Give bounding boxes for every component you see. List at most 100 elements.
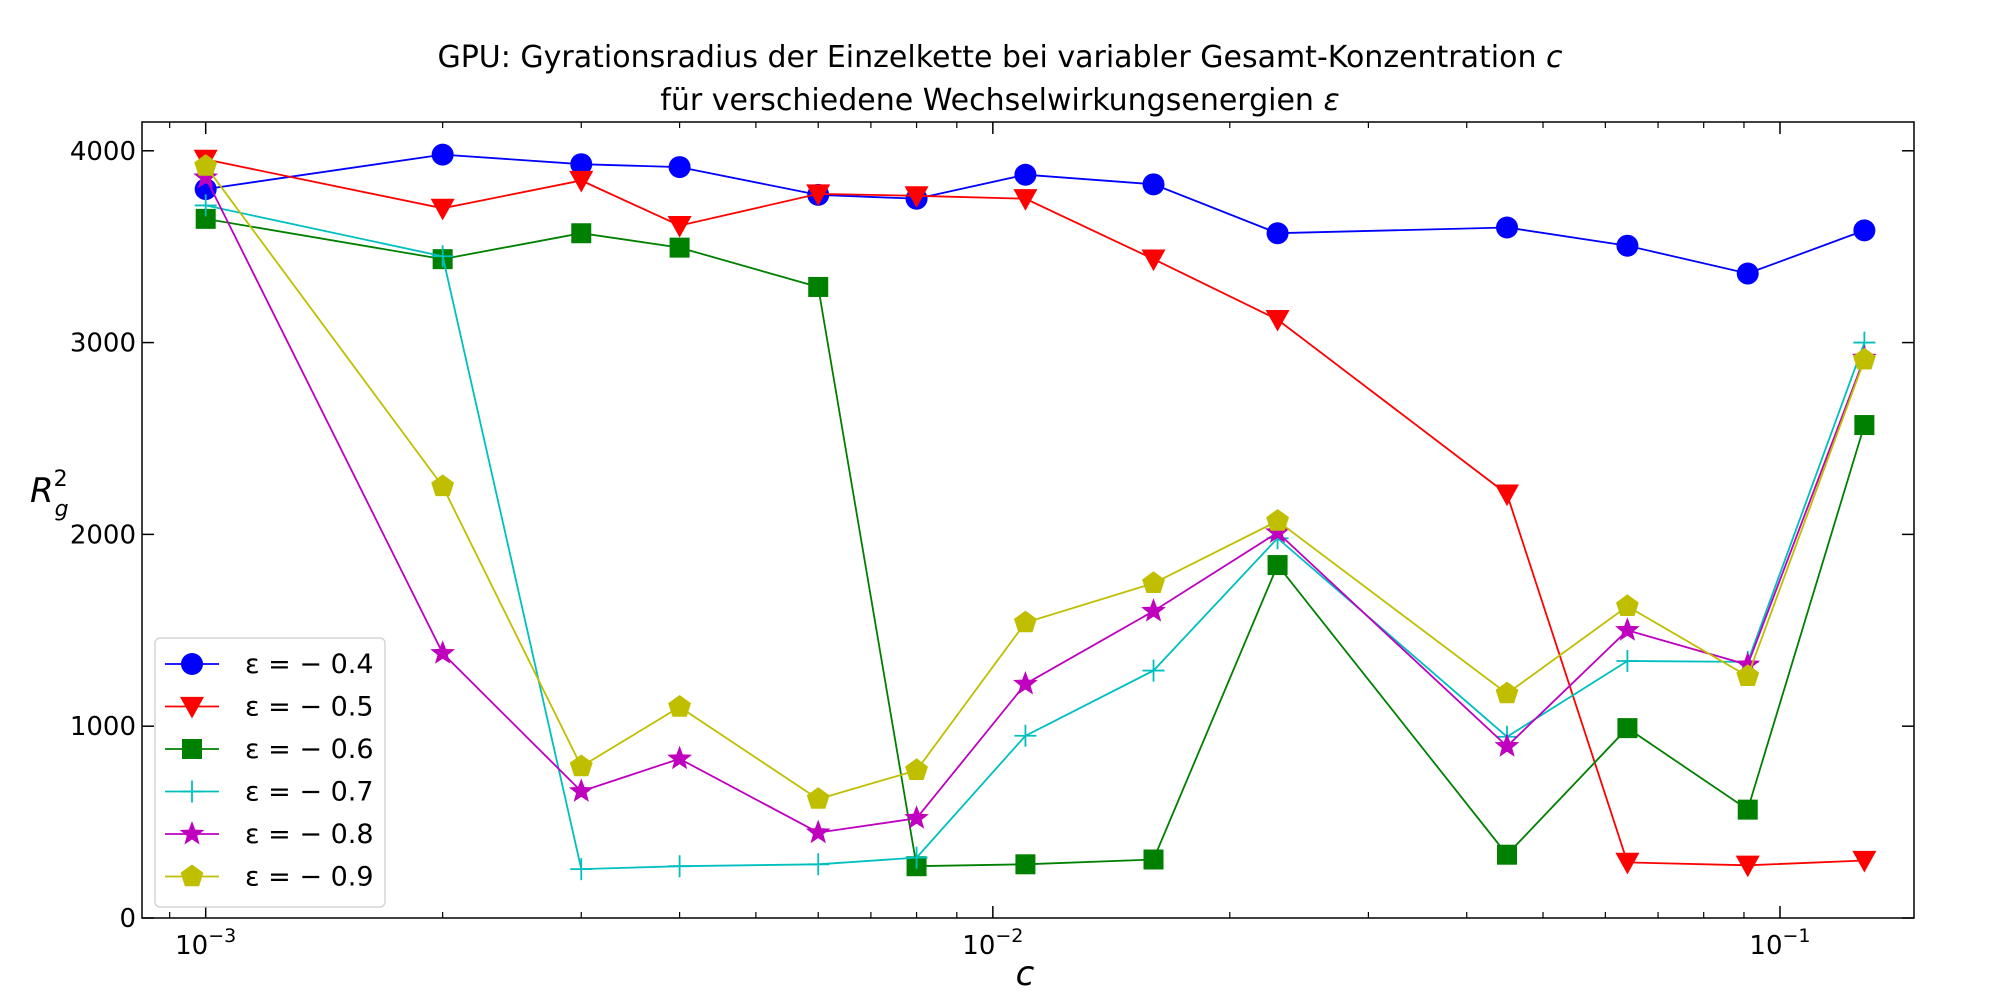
data-point-eps-0-9-9 [1495,681,1519,704]
data-point-eps-0-9-6 [1014,610,1037,633]
data-point-eps-0-9-11 [1736,664,1760,686]
data-point-eps-0-7-3 [668,855,691,878]
x-tick-label-0: 10−3 [175,925,236,961]
series-line-eps-0-7 [205,204,1866,871]
data-point-eps-0-8-3 [667,745,692,770]
data-point-eps-0-8-5 [904,805,929,829]
data-point-eps-0-9-2 [569,754,593,777]
legend-item-eps-0-8: ε = − 0.8 [165,819,374,850]
data-point-eps-0-6-7 [1143,849,1164,870]
x-axis-label: c [1016,954,1035,994]
data-point-eps-0-5-3 [667,215,692,238]
legend-box [154,637,386,908]
data-point-eps-0-9-0 [194,154,218,176]
data-point-eps-0-8-11 [1735,651,1761,676]
legend-marker-eps-0-4 [181,653,203,675]
legend-label-eps-0-4: ε = − 0.4 [245,649,374,680]
y-tick-label-3: 3000 [70,329,136,359]
x-tick-label-1: 10−2 [962,925,1023,961]
data-point-eps-0-8-8 [1265,519,1290,543]
y-tick-label-4: 4000 [70,137,136,167]
data-point-eps-0-4-2 [570,153,593,176]
data-point-eps-0-4-3 [668,156,691,179]
data-point-eps-0-4-9 [1496,216,1519,239]
data-point-eps-0-7-0 [194,194,217,217]
data-point-eps-0-8-10 [1615,617,1640,641]
data-point-eps-0-5-7 [1141,249,1166,272]
chart-title-var-1: c [1546,40,1563,75]
data-point-eps-0-4-12 [1853,219,1876,242]
data-point-eps-0-6-3 [669,237,690,258]
data-point-eps-0-9-5 [905,758,928,780]
y-axis-label-sup: 2 [54,467,68,492]
data-point-eps-0-8-9 [1494,733,1520,757]
y-axis-label-sub: g [55,497,69,522]
x-tick-label-2: 10−1 [1749,925,1810,961]
y-tick-label-0: 0 [119,904,136,934]
legend-label-eps-0-6: ε = − 0.6 [245,734,374,765]
data-point-eps-0-9-8 [1266,509,1289,531]
legend-marker-eps-0-9 [180,864,204,887]
chart-title-line-1-text: GPU: Gyrationsradius der Einzelkette bei… [437,40,1536,75]
data-point-eps-0-6-2 [571,223,592,244]
data-point-eps-0-8-6 [1013,671,1038,695]
data-point-eps-0-5-5 [904,186,929,208]
legend-item-eps-0-9: ε = − 0.9 [165,862,374,893]
data-point-eps-0-5-2 [569,170,594,193]
series-eps-0-5 [193,149,1877,878]
series-layer [193,143,1877,881]
data-point-eps-0-5-10 [1615,852,1640,875]
data-point-eps-0-8-7 [1141,598,1166,622]
data-point-eps-0-7-4 [807,853,830,876]
data-point-eps-0-6-0 [195,208,216,229]
y-tick-label-2: 2000 [70,520,136,550]
legend-marker-eps-0-6 [182,739,202,759]
legend-item-eps-0-7: ε = − 0.7 [165,777,374,808]
data-point-eps-0-7-10 [1616,649,1639,672]
data-point-eps-0-5-1 [430,198,455,221]
chart-title-line-2-text: für verschiedene Wechselwirkungsenergien [660,83,1314,118]
data-point-eps-0-5-4 [806,184,831,206]
chart-title-var-2: ε [1324,83,1340,118]
series-eps-0-7 [194,194,1876,881]
y-tick-label-1: 1000 [70,712,136,742]
data-point-eps-0-4-7 [1142,173,1165,196]
data-point-eps-0-6-11 [1737,799,1758,820]
legend-marker-eps-0-7 [181,780,203,803]
data-point-eps-0-7-7 [1142,659,1165,682]
data-point-eps-0-6-12 [1854,415,1875,436]
data-point-eps-0-6-8 [1267,555,1288,576]
data-point-eps-0-5-12 [1852,850,1877,873]
data-point-eps-0-9-12 [1853,347,1876,370]
legend-item-eps-0-4: ε = − 0.4 [165,649,374,680]
series-line-eps-0-9 [204,165,1866,801]
data-point-eps-0-7-5 [905,846,928,869]
data-point-eps-0-4-1 [431,143,454,166]
series-line-eps-0-6 [205,218,1866,868]
series-line-eps-0-8 [204,177,1866,834]
legend-item-eps-0-5: ε = − 0.5 [165,692,374,723]
legend-marker-eps-0-8 [179,821,205,845]
legend-label-eps-0-9: ε = − 0.9 [245,862,374,893]
legend-label-eps-0-8: ε = − 0.8 [245,819,374,850]
data-point-eps-0-8-2 [568,778,594,802]
legend-label-eps-0-5: ε = − 0.5 [245,692,374,723]
data-point-eps-0-9-10 [1616,594,1639,616]
data-point-eps-0-6-6 [1015,854,1036,875]
data-point-eps-0-6-4 [808,276,829,297]
y-axis-label: R2 g [30,467,69,522]
data-point-eps-0-8-0 [193,164,219,189]
series-eps-0-6 [195,208,1875,877]
plot-frame [141,121,1915,919]
data-point-eps-0-4-6 [1014,163,1037,186]
data-point-eps-0-5-6 [1013,189,1038,211]
legend-marker-eps-0-5 [180,696,204,719]
data-point-eps-0-9-1 [431,474,455,497]
legend-label-eps-0-7: ε = − 0.7 [245,777,374,808]
data-point-eps-0-6-10 [1617,718,1638,739]
data-point-eps-0-9-7 [1142,571,1165,593]
data-point-eps-0-8-1 [430,640,455,664]
data-point-eps-0-6-9 [1497,844,1518,865]
data-point-eps-0-9-4 [806,787,830,809]
